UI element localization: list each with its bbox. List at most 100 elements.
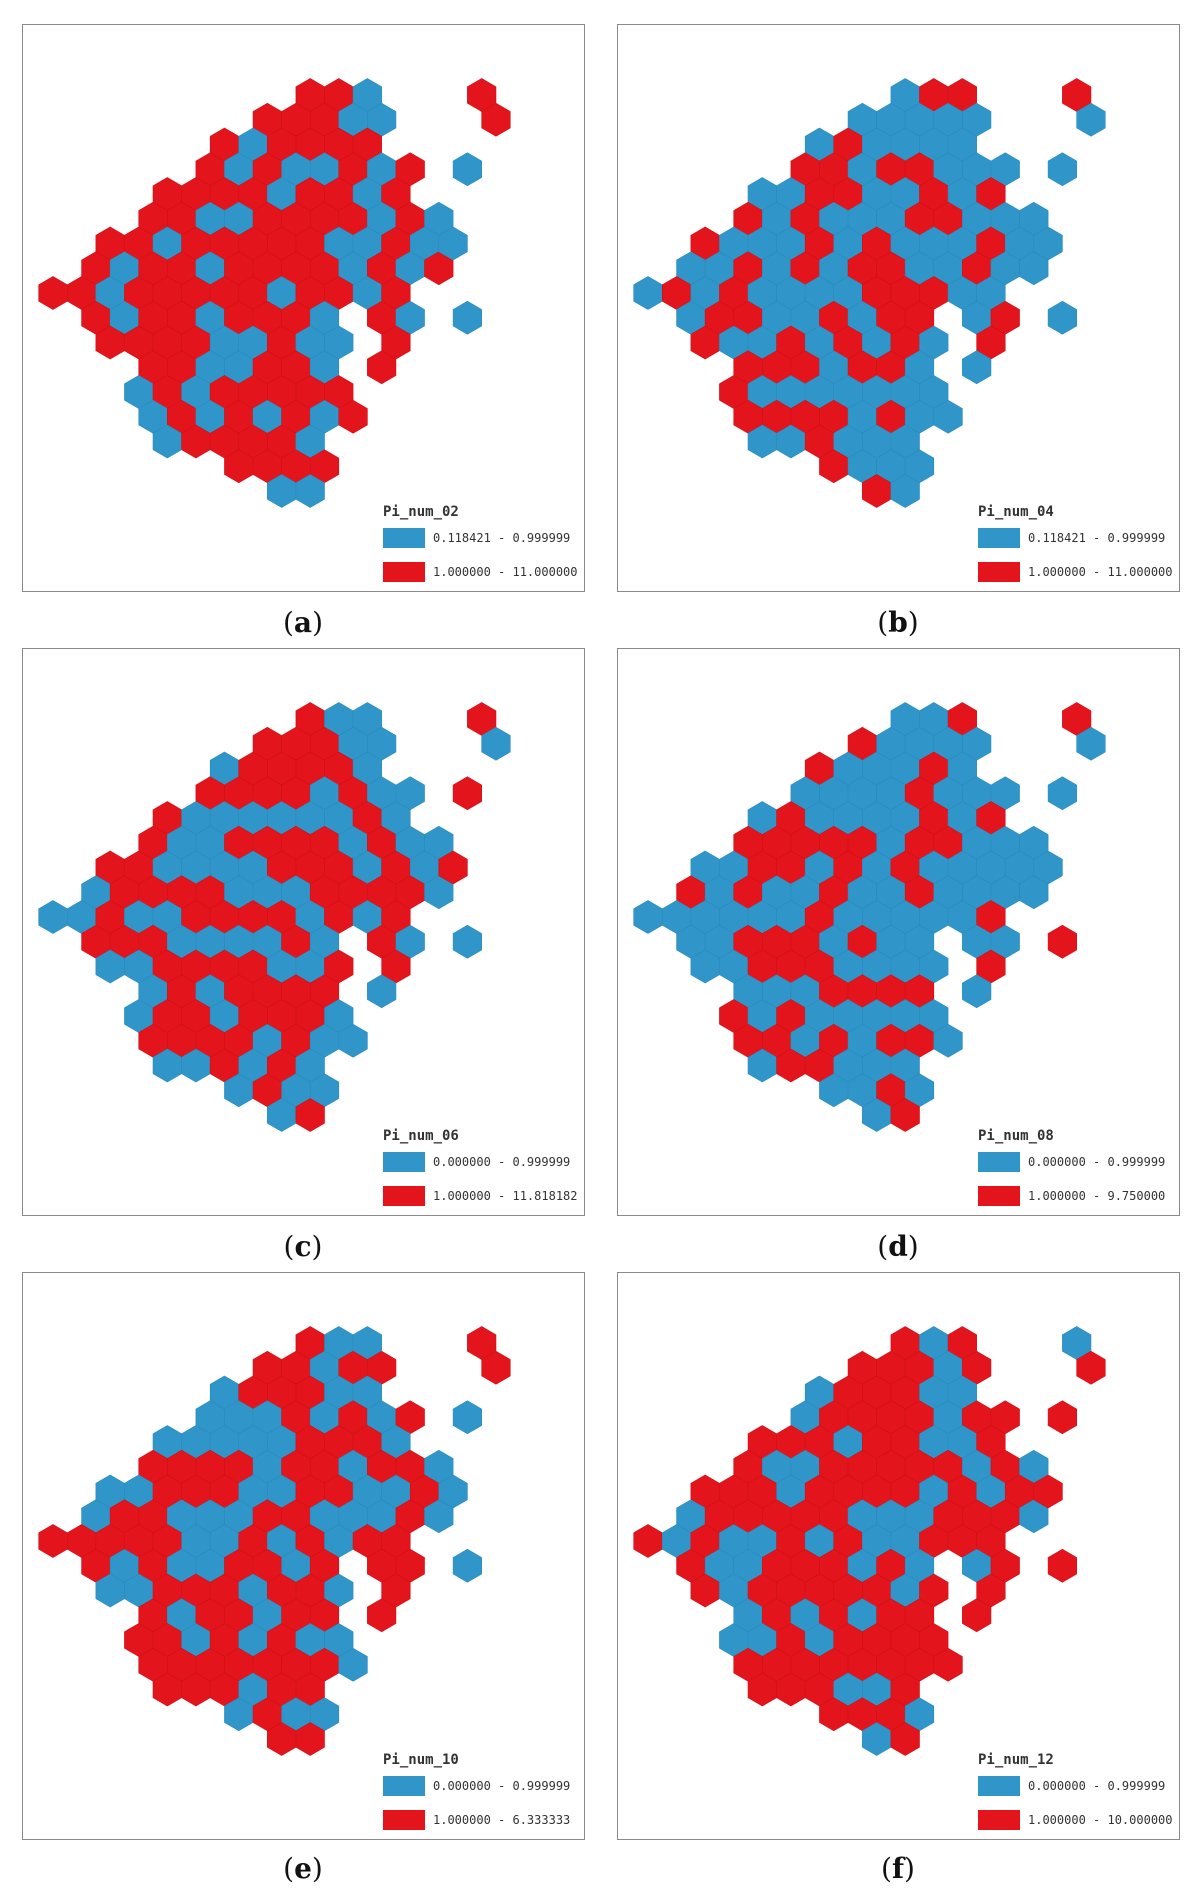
hex-cell [367, 350, 397, 385]
legend-row-low: 0.000000 - 0.999999 [978, 1769, 1178, 1803]
caption-c: (c) [283, 1230, 323, 1263]
hex-cell [481, 726, 511, 761]
hex-cell [1033, 1474, 1063, 1509]
hex-cell [38, 900, 68, 934]
legend-row-low: 0.000000 - 0.999999 [383, 1769, 583, 1803]
caption-b: (b) [877, 606, 919, 639]
hex-cell [1047, 1548, 1077, 1583]
legend-swatch-low [383, 1776, 425, 1796]
hex-cell [452, 152, 482, 187]
hex-cell [1033, 226, 1063, 261]
hex-cell [481, 102, 511, 137]
hex-cell [452, 924, 482, 959]
legend-row-low: 0.000000 - 0.999999 [383, 1145, 583, 1179]
hex-cell [1076, 1350, 1106, 1385]
hex-map-b [633, 78, 1106, 508]
hex-cell [38, 1524, 68, 1558]
hex-cell [890, 1722, 920, 1756]
hex-cell [633, 276, 663, 310]
legend-label-low: 0.000000 - 0.999999 [1028, 1779, 1166, 1793]
hex-cell [933, 1647, 963, 1682]
hex-cell [295, 1722, 325, 1756]
legend-title: Pi_num_04 [978, 504, 1054, 520]
map-panel-e: Pi_num_10 0.000000 - 0.999999 1.000000 -… [22, 1272, 585, 1840]
hex-cell [452, 776, 482, 811]
caption-a: (a) [282, 606, 324, 639]
legend-label-low: 0.000000 - 0.999999 [433, 1155, 571, 1169]
hex-cell [338, 1023, 368, 1058]
hex-map-f [633, 1326, 1106, 1756]
legend-label-high: 1.000000 - 11.818182 [433, 1189, 578, 1203]
legend-label-low: 0.118421 - 0.999999 [1028, 531, 1166, 545]
hex-cell [633, 900, 663, 934]
legend-swatch-high [383, 1186, 425, 1206]
legend-swatch-high [978, 1186, 1020, 1206]
caption-d: (d) [877, 1230, 919, 1263]
legend-e: Pi_num_10 0.000000 - 0.999999 1.000000 -… [383, 1751, 583, 1837]
legend-row-low: 0.118421 - 0.999999 [978, 521, 1178, 555]
hex-cell [438, 850, 468, 885]
legend-label-high: 1.000000 - 11.000000 [433, 565, 578, 579]
hex-map-a [38, 78, 511, 508]
legend-row-high: 1.000000 - 11.818182 [383, 1179, 583, 1213]
legend-swatch-high [978, 562, 1020, 582]
hex-cell [1076, 102, 1106, 137]
hex-cell [1047, 152, 1077, 187]
legend-row-low: 0.000000 - 0.999999 [978, 1145, 1178, 1179]
hex-cell [452, 1400, 482, 1435]
hex-cell [295, 474, 325, 508]
legend-title: Pi_num_10 [383, 1752, 459, 1768]
map-panel-a: Pi_num_02 0.118421 - 0.999999 1.000000 -… [22, 24, 585, 592]
hex-cell [962, 1598, 992, 1633]
hex-cell [962, 350, 992, 385]
caption-f: (f) [881, 1852, 915, 1885]
legend-row-high: 1.000000 - 10.000000 [978, 1803, 1178, 1837]
legend-row-high: 1.000000 - 11.000000 [978, 555, 1178, 589]
legend-swatch-low [383, 528, 425, 548]
legend-label-low: 0.000000 - 0.999999 [433, 1779, 571, 1793]
hex-cell [890, 474, 920, 508]
legend-b: Pi_num_04 0.118421 - 0.999999 1.000000 -… [978, 503, 1178, 589]
hex-cell [438, 226, 468, 261]
hex-cell [1047, 924, 1077, 959]
hex-cell [338, 399, 368, 434]
hex-cell [481, 1350, 511, 1385]
hex-cell [962, 974, 992, 1009]
legend-swatch-low [383, 1152, 425, 1172]
hex-cell [1076, 726, 1106, 761]
hex-cell [438, 1474, 468, 1509]
legend-title: Pi_num_08 [978, 1128, 1054, 1144]
legend-row-high: 1.000000 - 11.000000 [383, 555, 583, 589]
hex-cell [890, 1098, 920, 1132]
legend-swatch-low [978, 1776, 1020, 1796]
legend-title: Pi_num_02 [383, 504, 459, 520]
hex-map-c [38, 702, 511, 1132]
legend-swatch-high [978, 1810, 1020, 1830]
hex-cell [452, 300, 482, 335]
map-panel-f: Pi_num_12 0.000000 - 0.999999 1.000000 -… [617, 1272, 1180, 1840]
hex-cell [338, 1647, 368, 1682]
hex-cell [295, 1098, 325, 1132]
legend-label-high: 1.000000 - 6.333333 [433, 1813, 571, 1827]
legend-swatch-low [978, 1152, 1020, 1172]
legend-label-high: 1.000000 - 11.000000 [1028, 565, 1173, 579]
hex-cell [1047, 300, 1077, 335]
legend-swatch-high [383, 562, 425, 582]
legend-label-low: 0.118421 - 0.999999 [433, 531, 571, 545]
legend-label-high: 1.000000 - 10.000000 [1028, 1813, 1173, 1827]
legend-title: Pi_num_06 [383, 1128, 459, 1144]
legend-swatch-low [978, 528, 1020, 548]
hex-cell [1033, 850, 1063, 885]
legend-label-low: 0.000000 - 0.999999 [1028, 1155, 1166, 1169]
legend-swatch-high [383, 1810, 425, 1830]
hex-cell [933, 399, 963, 434]
hex-cell [452, 1548, 482, 1583]
hex-cell [1047, 776, 1077, 811]
legend-row-low: 0.118421 - 0.999999 [383, 521, 583, 555]
map-panel-d: Pi_num_08 0.000000 - 0.999999 1.000000 -… [617, 648, 1180, 1216]
hex-map-e [38, 1326, 511, 1756]
map-panel-b: Pi_num_04 0.118421 - 0.999999 1.000000 -… [617, 24, 1180, 592]
hex-cell [633, 1524, 663, 1558]
hex-cell [933, 1023, 963, 1058]
caption-e: (e) [283, 1852, 323, 1885]
